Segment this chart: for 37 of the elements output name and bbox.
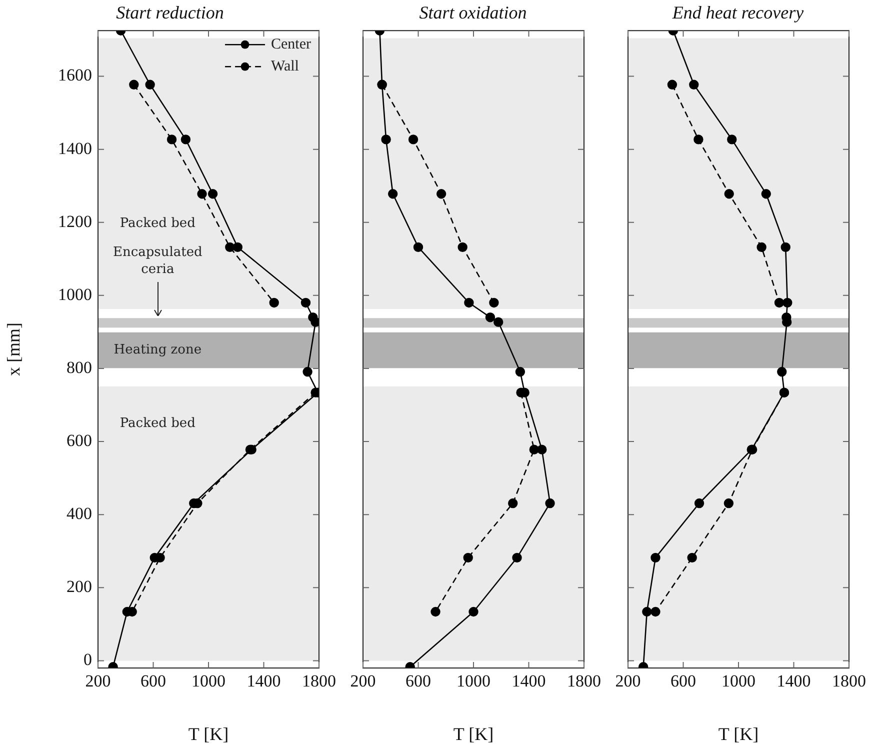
y-tick-label: 800: [66, 358, 92, 377]
band-label: Heating zone: [114, 342, 202, 358]
y-tick-label: 1600: [58, 66, 92, 85]
x-tick-label: 1400: [776, 672, 811, 691]
x-axis-title: T [K]: [188, 724, 229, 744]
x-tick-label: 600: [406, 672, 431, 691]
x-tick-label: 600: [670, 672, 696, 691]
x-tick-label: 200: [85, 672, 111, 691]
legend-label: Wall: [271, 58, 299, 75]
x-tick-label: 1800: [567, 672, 601, 691]
y-tick-label: 1000: [58, 284, 92, 304]
x-tick-label: 1000: [192, 672, 226, 691]
x-tick-label: 600: [140, 672, 166, 691]
legend-label: Center: [271, 36, 312, 53]
y-tick-label: 0: [84, 650, 92, 670]
chart-title: End heat recovery: [671, 2, 804, 23]
x-tick-label: 1400: [512, 672, 546, 691]
y-tick-label: 400: [66, 504, 92, 524]
y-tick-label: 1400: [58, 138, 92, 158]
y-axis-title: x [mm]: [4, 322, 24, 376]
x-tick-label: 1400: [246, 672, 281, 691]
x-tick-label: 200: [350, 672, 376, 691]
x-tick-label: 1800: [832, 672, 866, 691]
x-tick-label: 200: [615, 672, 641, 691]
x-axis-title: T [K]: [453, 724, 494, 744]
band-label: Packed bed: [120, 216, 196, 231]
y-tick-label: 200: [66, 577, 92, 596]
band-label: Packed bed: [120, 416, 196, 431]
chart-title: Start oxidation: [419, 2, 527, 23]
x-tick-label: 1000: [456, 672, 490, 691]
band-label: Encapsulated ceria: [112, 244, 202, 277]
y-tick-label: 1200: [58, 212, 92, 231]
x-tick-label: 1000: [722, 672, 756, 691]
chart-title: Start reduction: [116, 2, 224, 23]
x-axis-title: T [K]: [718, 724, 759, 744]
x-tick-label: 1800: [302, 672, 336, 691]
y-tick-label: 600: [66, 431, 92, 450]
